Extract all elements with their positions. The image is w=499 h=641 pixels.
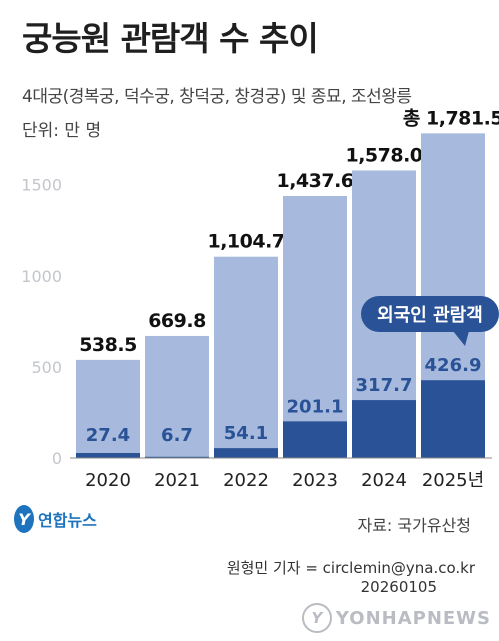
- callout-bubble: [361, 296, 499, 332]
- callout-pointer: [453, 331, 469, 346]
- yonhap-logo-icon: Y: [14, 505, 34, 533]
- x-category-label: 2020: [85, 470, 131, 491]
- bar-chart: 0 500 1000 1500 538.5 27.4 2020 669.8 6.7 2021 1,1…: [21, 107, 499, 491]
- y-tick-label: 500: [31, 358, 62, 377]
- y-tick-label: 1500: [21, 176, 62, 195]
- source-label: 자료: 국가유산청: [357, 516, 471, 535]
- yonhap-logo-text: 연합뉴스: [38, 511, 97, 530]
- watermark-text: YONHAPNEWS: [335, 607, 491, 629]
- y-tick-label: 1000: [21, 267, 62, 286]
- foreign-bar: [421, 380, 485, 458]
- foreign-bar: [76, 453, 140, 458]
- total-bar: [283, 196, 347, 458]
- date-label: 20260105: [360, 578, 437, 596]
- watermark: Y YONHAPNEWS: [301, 603, 491, 633]
- x-category-label: 2024: [361, 470, 407, 491]
- foreign-bar: [283, 421, 347, 458]
- x-category-label: 2025년: [422, 470, 484, 491]
- foreign-value-label: 201.1: [287, 396, 344, 417]
- y-tick-label: 0: [52, 449, 62, 468]
- watermark-icon: Y: [301, 603, 332, 633]
- x-category-label: 2021: [154, 470, 200, 491]
- chart-subtitle: 4대궁(경복궁, 덕수궁, 창덕궁, 창경궁) 및 종묘, 조선왕릉: [22, 87, 412, 107]
- total-value-label: 538.5: [79, 334, 137, 356]
- foreign-value-label: 27.4: [86, 425, 130, 446]
- total-bar: [76, 359, 140, 458]
- x-category-label: 2023: [292, 470, 338, 491]
- yonhap-logo: Y 연합뉴스: [14, 505, 97, 533]
- callout-label: 외국인 관람객: [377, 305, 483, 326]
- x-category-label: 2022: [223, 470, 269, 491]
- total-value-label: 1,437.6: [276, 170, 353, 192]
- total-value-label: 총 1,781.5: [403, 107, 499, 129]
- foreign-bar: [352, 400, 416, 458]
- total-bar: [214, 256, 278, 458]
- foreign-value-label: 6.7: [161, 425, 193, 446]
- foreign-value-label: 54.1: [224, 423, 268, 444]
- total-value-label: 1,104.7: [207, 231, 284, 253]
- total-value-label: 669.8: [148, 310, 206, 332]
- total-bar: [145, 335, 209, 458]
- chart-title: 궁능원 관람객 수 추이: [22, 19, 319, 58]
- foreign-value-label: 317.7: [356, 375, 413, 396]
- reporter-credit: 원형민 기자 = circlemin@yna.co.kr: [226, 559, 475, 577]
- total-value-label: 1,578.0: [345, 144, 422, 166]
- unit-label: 단위: 만 명: [22, 121, 102, 141]
- foreign-value-label: 426.9: [425, 355, 482, 376]
- foreign-bar: [214, 448, 278, 458]
